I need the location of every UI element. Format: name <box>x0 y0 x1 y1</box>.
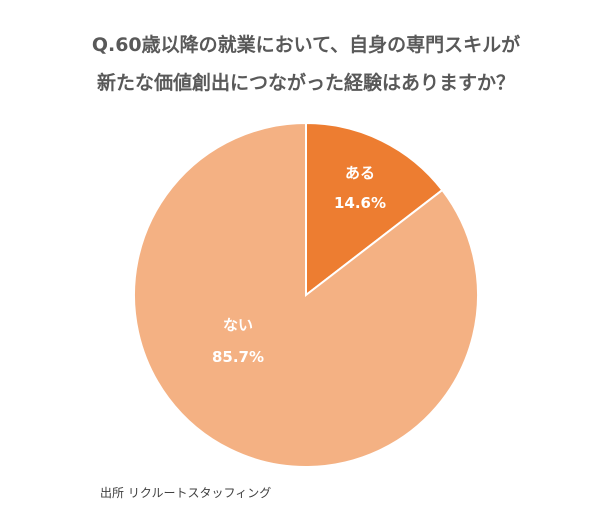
slice-value-1: 14.6% <box>334 194 386 212</box>
chart-title-line-2: 新たな価値創出につながった経験はありますか？ <box>96 72 515 94</box>
slice-value-2: 85.7% <box>212 348 264 366</box>
pie-slice-1 <box>305 121 444 298</box>
slice-label-2: ない <box>223 316 253 334</box>
chart-title-line-1: Q.60歳以降の就業において、自身の専門スキルが <box>91 34 521 56</box>
source-note: 出所 リクルートスタッフィング <box>100 486 272 500</box>
pie-slice-2 <box>133 121 479 468</box>
chart-title: Q.60歳以降の就業において、自身の専門スキルが 新たな価値創出につながった経験… <box>0 26 612 102</box>
slice-label-1: ある <box>345 164 375 182</box>
